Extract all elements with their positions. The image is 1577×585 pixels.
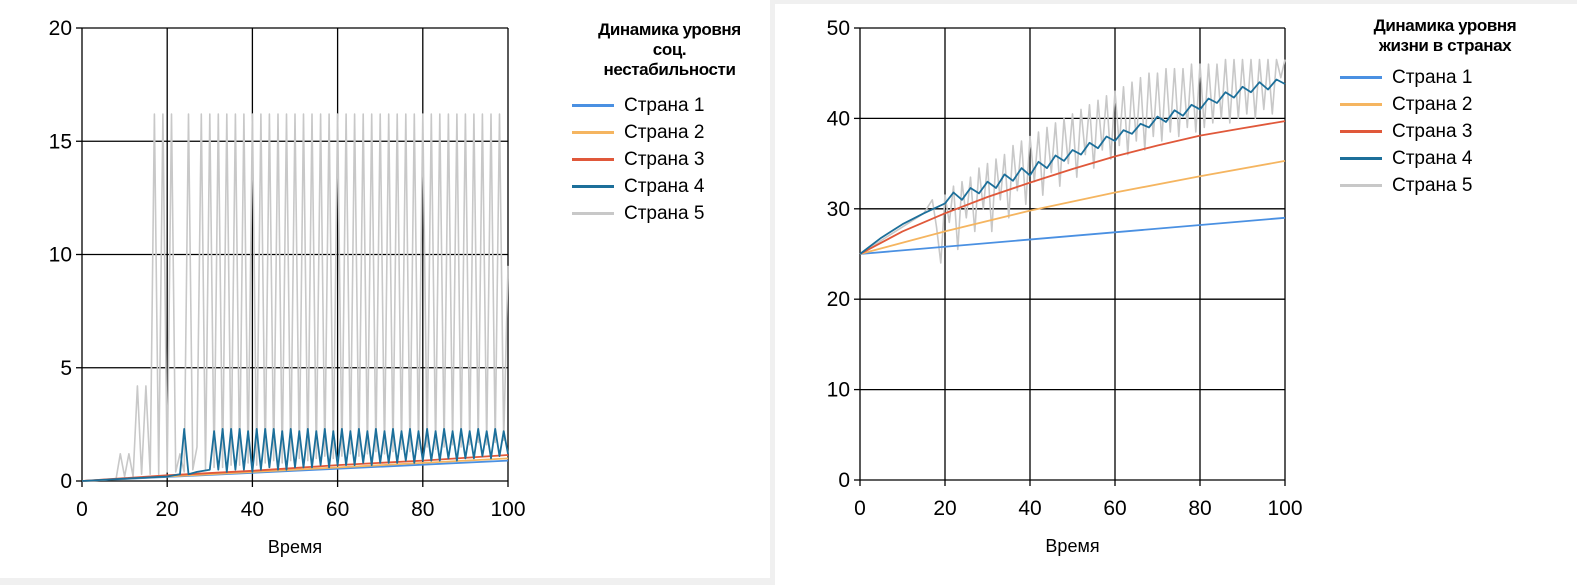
legend-label: Страна 3 (624, 148, 705, 170)
legend-swatch (572, 158, 614, 161)
y-tick-label: 0 (838, 469, 850, 492)
chart-social-instability: 0 20 40 60 80 100 0 5 10 15 20 Время (49, 17, 526, 557)
legend-swatch (1340, 157, 1382, 160)
y-tick-label: 10 (827, 379, 850, 402)
x-axis-label: Время (1045, 536, 1099, 556)
y-tick-label: 30 (827, 198, 850, 221)
legend-item: Страна 5 (1340, 172, 1550, 199)
series-line-1 (859, 216, 1286, 255)
chart-panel-living-standard: 0 20 40 60 80 100 0 10 20 30 40 50 Время Динамика ур… (775, 4, 1577, 585)
legend-swatch (1340, 184, 1382, 187)
legend-title: Динамика уровня жизни в странах (1340, 16, 1550, 56)
legend-label: Страна 5 (624, 202, 705, 224)
legend-item: Страна 2 (1340, 91, 1550, 118)
series-line-3 (859, 120, 1286, 255)
legend-title-line: соц. (652, 40, 687, 59)
legend-item: Страна 3 (1340, 118, 1550, 145)
legend-swatch (1340, 130, 1382, 133)
x-tick-label: 20 (933, 497, 956, 520)
legend-label: Страна 4 (624, 175, 705, 197)
legend-title: Динамика уровня соц. нестабильности (572, 20, 767, 80)
legend-label: Страна 3 (1392, 120, 1473, 142)
legend-label: Страна 1 (1392, 66, 1473, 88)
legend-swatch (572, 104, 614, 107)
legend-item: Страна 1 (1340, 64, 1550, 91)
legend-item: Страна 5 (572, 200, 767, 227)
x-tick-label: 20 (156, 498, 179, 521)
legend-title-line: жизни в странах (1378, 36, 1512, 55)
x-tick-label: 40 (241, 498, 264, 521)
legend-item: Страна 4 (572, 173, 767, 200)
chart-panel-social-instability: 0 20 40 60 80 100 0 5 10 15 20 Время Динамика уровн… (0, 0, 770, 578)
series-line-2 (859, 160, 1286, 255)
legend-item: Страна 1 (572, 92, 767, 119)
legend-swatch (572, 212, 614, 215)
legend-swatch (572, 185, 614, 188)
y-tick-label: 5 (60, 357, 72, 380)
legend-item: Страна 3 (572, 146, 767, 173)
legend-label: Страна 5 (1392, 174, 1473, 196)
series-line-5 (81, 113, 509, 482)
series-line-5 (859, 58, 1286, 264)
legend-title-line: Динамика уровня (598, 20, 741, 39)
y-tick-label: 20 (49, 17, 72, 40)
legend: Динамика уровня соц. нестабильности Стра… (572, 20, 767, 227)
legend-label: Страна 1 (624, 94, 705, 116)
x-tick-label: 80 (411, 498, 434, 521)
y-tick-label: 15 (49, 130, 72, 153)
legend-swatch (1340, 76, 1382, 79)
y-tick-label: 20 (827, 288, 850, 311)
x-tick-label: 60 (326, 498, 349, 521)
chart-living-standard: 0 20 40 60 80 100 0 10 20 30 40 50 Время (827, 17, 1303, 556)
legend-title-line: Динамика уровня (1373, 16, 1517, 35)
x-tick-label: 60 (1103, 497, 1126, 520)
x-tick-label: 80 (1188, 497, 1211, 520)
x-tick-label: 0 (76, 498, 88, 521)
y-tick-label: 0 (60, 470, 72, 493)
x-tick-label: 100 (490, 498, 525, 521)
legend-label: Страна 2 (1392, 93, 1473, 115)
y-tick-label: 10 (49, 244, 72, 267)
series-line-4 (859, 78, 1286, 255)
y-tick-label: 40 (827, 107, 850, 130)
legend-title-line: нестабильности (603, 60, 736, 79)
x-tick-label: 40 (1018, 497, 1041, 520)
x-axis-label: Время (268, 537, 322, 557)
legend-label: Страна 4 (1392, 147, 1473, 169)
x-tick-label: 100 (1267, 497, 1302, 520)
y-tick-label: 50 (827, 17, 850, 40)
series-line-4 (81, 427, 509, 482)
legend-item: Страна 2 (572, 119, 767, 146)
legend: Динамика уровня жизни в странах Страна 1… (1340, 16, 1550, 199)
x-tick-label: 0 (854, 497, 866, 520)
legend-swatch (1340, 103, 1382, 106)
legend-item: Страна 4 (1340, 145, 1550, 172)
legend-swatch (572, 131, 614, 134)
legend-label: Страна 2 (624, 121, 705, 143)
